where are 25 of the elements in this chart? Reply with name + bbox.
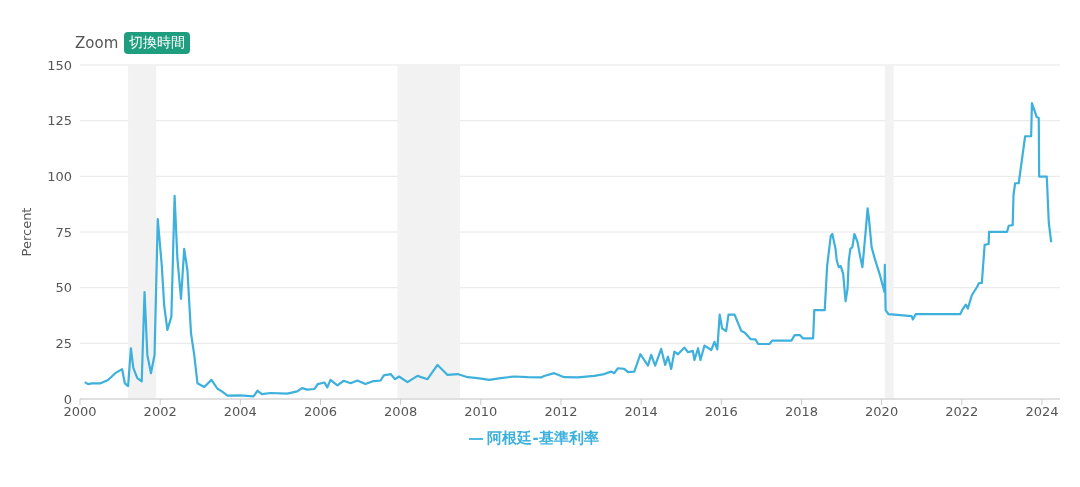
line-series [83, 101, 1053, 398]
x-tick-label: 2020 [865, 404, 899, 420]
y-tick-label: 125 [47, 113, 72, 129]
x-tick-label: 2000 [63, 404, 97, 420]
x-tick-label: 2008 [384, 404, 418, 420]
y-tick-label: 50 [55, 280, 72, 296]
y-axis-title: Percent [18, 207, 34, 257]
x-tick-label: 2012 [544, 404, 578, 420]
text: Zoom [75, 34, 119, 52]
y-tick-label: 25 [55, 335, 72, 351]
legend-label: 阿根廷-基準利率 [487, 429, 599, 447]
x-tick-label: 2006 [303, 404, 338, 420]
x-tick-label: 2018 [784, 404, 819, 420]
y-tick-label: 100 [47, 168, 72, 184]
x-tick-label: 2002 [143, 404, 177, 420]
x-tick-label: 2014 [624, 404, 658, 420]
y-tick-label: 150 [47, 57, 72, 73]
x-tick-label: 2016 [704, 404, 738, 420]
x-tick-label: 2004 [223, 404, 257, 420]
y-tick-label: 0 [63, 391, 72, 407]
x-tick-label: 2010 [464, 404, 498, 420]
text: 切換時間 [124, 32, 191, 54]
y-tick-label: 75 [55, 224, 72, 240]
x-tick-label: 2022 [945, 404, 979, 420]
x-tick-label: 2024 [1025, 404, 1059, 420]
